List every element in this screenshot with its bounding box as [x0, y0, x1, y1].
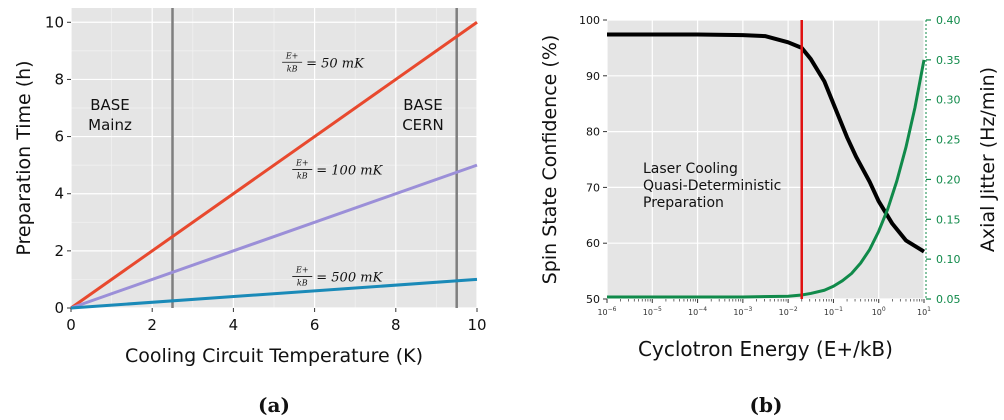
chart-b-y-right-tick-label: 0.40: [936, 14, 961, 27]
chart-a-series-line: [70, 277, 478, 310]
chart-a-y-tick-label: 0: [54, 299, 64, 317]
chart-b-y-right-tick-label: 0.20: [936, 173, 961, 186]
chart-b-caption: (b): [750, 393, 783, 417]
chart-b-y-right-tick-label: 0.30: [936, 94, 961, 107]
chart-b-y-axis-label: Spin State Confidence (%): [539, 35, 561, 285]
chart-a-series-line: [70, 21, 478, 310]
chart-b-y-tick-label: 50: [586, 293, 600, 306]
chart-b-x-tick-label: 10−1: [824, 306, 843, 317]
chart-a-y-axis-label: Preparation Time (h): [13, 60, 35, 255]
chart-a-y-tick-label: 2: [54, 242, 64, 260]
chart-b-annotation-line: Preparation: [643, 195, 724, 211]
chart-a-x-tick-label: 6: [310, 316, 320, 334]
chart-a: 0 2 4 6 8 10 0 2 4 6 8 10 BASE Mainz BASE CERN E+ kB = 50 …: [13, 8, 487, 417]
chart-a-x-tick-label: 8: [391, 316, 401, 334]
chart-a-y-tick-label: 4: [54, 185, 64, 203]
chart-b-x-tick-label: 10−5: [643, 306, 662, 317]
chart-b-annotation-line: Laser Cooling: [643, 161, 738, 177]
chart-a-y-tick-label: 6: [54, 128, 64, 146]
chart-b-y-right-tick-label: 0.05: [936, 293, 961, 306]
chart-b-y-right-tick-label: 0.35: [936, 54, 961, 67]
chart-b-y-right-tick-label: 0.15: [936, 213, 961, 226]
chart-a-annot-denominator: kB: [287, 64, 298, 73]
chart-b-series-line: [607, 59, 926, 299]
chart-a-annot-numerator: E+: [295, 158, 309, 167]
chart-a-x-tick-label: 4: [229, 316, 239, 334]
chart-a-x-tick-label: 10: [467, 316, 486, 334]
chart-a-caption: (a): [258, 393, 290, 417]
chart-b-y-right-tick-label: 0.25: [936, 134, 961, 147]
chart-a-label-cern-1: BASE: [403, 96, 443, 114]
chart-a-x-axis-label: Cooling Circuit Temperature (K): [125, 345, 423, 367]
chart-a-x-tick-label: 0: [66, 316, 76, 334]
chart-b-x-tick-label: 10−6: [597, 306, 616, 317]
chart-a-x-tick-label: 2: [147, 316, 157, 334]
chart-b-y-tick-label: 70: [586, 181, 600, 194]
chart-b-y-tick-label: 80: [586, 126, 600, 139]
chart-b-x-tick-label: 10−4: [688, 306, 707, 317]
chart-b-x-tick-label: 101: [917, 306, 931, 317]
chart-a-annot-value: = 100 mK: [316, 163, 383, 178]
chart-a-annot-value: = 500 mK: [316, 271, 383, 286]
chart-a-annot-numerator: E+: [295, 266, 309, 275]
chart-b-y-right-axis-label: Axial Jitter (Hz/min): [977, 67, 999, 252]
chart-a-annot-value: = 50 mK: [306, 56, 365, 71]
chart-b-annotation-line: Quasi-Deterministic: [643, 178, 781, 194]
chart-b-x-axis-label: Cyclotron Energy (E+/kB): [638, 337, 893, 361]
chart-b: 10−6 10−5 10−4 10−3 10−2 10−1 100 101 50 60 70 80 90…: [539, 14, 999, 417]
chart-a-annot-numerator: E+: [285, 51, 299, 60]
chart-b-plot-area: [607, 20, 924, 299]
chart-b-x-tick-label: 10−3: [733, 306, 752, 317]
chart-b-y-tick-label: 100: [579, 14, 600, 27]
chart-a-y-tick-label: 10: [45, 13, 64, 31]
chart-a-y-tick-label: 8: [54, 70, 64, 88]
chart-a-label-mainz-2: Mainz: [88, 116, 132, 134]
chart-a-label-cern-2: CERN: [402, 116, 444, 134]
chart-a-label-mainz-1: BASE: [90, 96, 130, 114]
chart-a-series-line: [70, 163, 478, 310]
chart-b-y-tick-label: 90: [586, 70, 600, 83]
chart-a-annot-denominator: kB: [297, 279, 308, 288]
chart-b-x-tick-label: 100: [872, 306, 886, 317]
chart-a-annot-denominator: kB: [297, 171, 308, 180]
chart-b-y-tick-label: 60: [586, 237, 600, 250]
chart-b-y-right-tick-label: 0.10: [936, 253, 961, 266]
chart-b-x-tick-label: 10−2: [779, 306, 798, 317]
